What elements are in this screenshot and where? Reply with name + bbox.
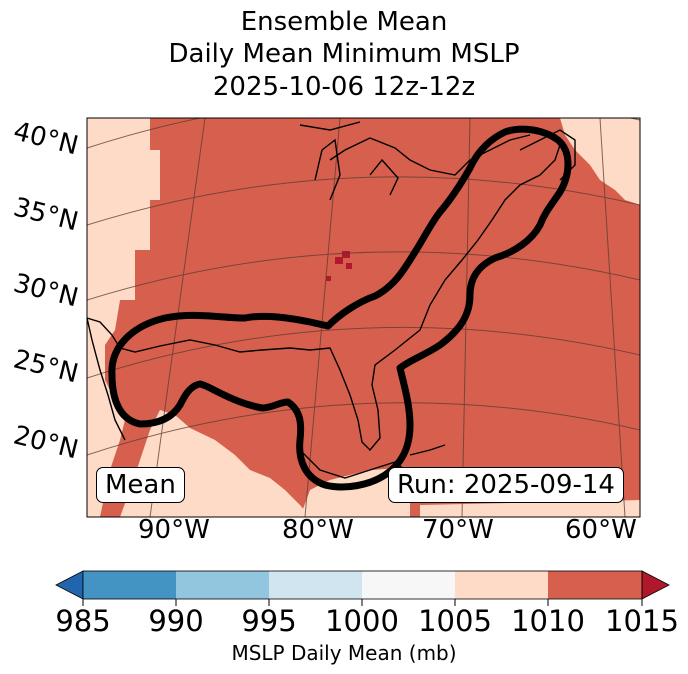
colorbar-bin-1000-1005 bbox=[362, 571, 455, 599]
colorbar-tick-1015: 1015 bbox=[605, 604, 679, 638]
title-line-2: Daily Mean Minimum MSLP bbox=[168, 39, 520, 69]
title-line-3: 2025-10-06 12z-12z bbox=[212, 72, 476, 102]
colorbar-bin-1005-1010 bbox=[455, 571, 548, 599]
colorbar-label: MSLP Daily Mean (mb) bbox=[231, 641, 457, 665]
mslp-spot-4 bbox=[326, 276, 331, 281]
colorbar-tick-990: 990 bbox=[148, 604, 204, 638]
colorbar-tick-995: 995 bbox=[241, 604, 297, 638]
map-panel bbox=[87, 118, 640, 517]
colorbar-tick-1010: 1010 bbox=[511, 604, 585, 638]
lon-label-90w: 90°W bbox=[138, 515, 210, 545]
lon-label-70w: 70°W bbox=[422, 515, 494, 545]
mslp-field-light-northeast bbox=[560, 118, 640, 205]
colorbar-extend-low bbox=[55, 570, 84, 600]
coastlines bbox=[87, 121, 576, 479]
lon-label-80w: 80°W bbox=[282, 515, 354, 545]
colorbar-bin-995-1000 bbox=[269, 571, 362, 599]
mslp-spot-3 bbox=[346, 263, 352, 269]
colorbar-bin-990-995 bbox=[176, 571, 269, 599]
map-border bbox=[86, 117, 641, 518]
colorbar-bin-1010-1015 bbox=[548, 571, 642, 599]
colorbar bbox=[55, 570, 670, 606]
mslp-field-light-west bbox=[87, 118, 160, 517]
colorbar-tick-1000: 1000 bbox=[325, 604, 399, 638]
highlight-contour bbox=[108, 125, 572, 491]
lon-label-60w: 60°W bbox=[565, 515, 637, 545]
title-line-1: Ensemble Mean bbox=[240, 7, 448, 37]
mslp-field-light-southeast bbox=[420, 500, 640, 517]
mslp-spot-2 bbox=[342, 251, 350, 258]
colorbar-extend-high bbox=[641, 570, 670, 600]
mslp-spot-1 bbox=[335, 257, 343, 264]
mean-box: Mean bbox=[96, 467, 185, 503]
colorbar-tick-985: 985 bbox=[55, 604, 111, 638]
colorbar-bin-985-990 bbox=[83, 571, 176, 599]
colorbar-tick-1005: 1005 bbox=[418, 604, 492, 638]
graticule bbox=[87, 118, 640, 517]
run-box: Run: 2025-09-14 bbox=[388, 467, 624, 503]
